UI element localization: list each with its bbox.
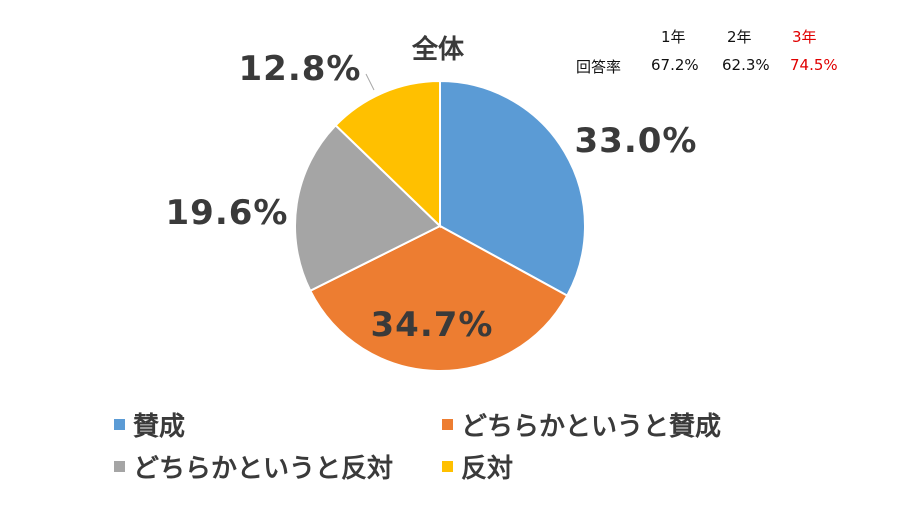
year-2-name: 2年	[727, 28, 752, 46]
slice-dochiraka-sansei	[308, 224, 569, 372]
year-2-rate: 62.3%	[722, 56, 770, 74]
year-3-name: 3年	[792, 28, 817, 46]
label-hantai: 12.8%	[239, 49, 362, 89]
legend-swatch	[114, 461, 125, 472]
legend-swatch	[442, 461, 453, 472]
slice-hantai	[334, 79, 441, 229]
legend-label: 反対	[461, 454, 514, 484]
year-1-name: 1年	[661, 28, 686, 46]
legend-label: どちらかというと反対	[133, 454, 394, 484]
legend-label: どちらかというと賛成	[461, 412, 722, 442]
chart-title: 全体	[411, 34, 465, 65]
slice-sansei	[439, 79, 586, 297]
slice-dochiraka-hantai	[294, 123, 442, 293]
legend-item-dochiraka-hantai: どちらかというと反対	[114, 448, 393, 485]
legend-item-sansei: 賛成	[114, 406, 185, 443]
legend-swatch	[442, 419, 453, 430]
year-3-rate: 74.5%	[790, 56, 838, 74]
year-1-rate: 67.2%	[651, 56, 699, 74]
legend-item-dochiraka-sansei: どちらかというと賛成	[442, 406, 721, 443]
label-sansei: 33.0%	[575, 121, 698, 161]
legend-label: 賛成	[133, 412, 186, 442]
legend-swatch	[114, 419, 125, 430]
leader-line	[365, 73, 375, 91]
label-dochiraka-sansei: 34.7%	[371, 305, 494, 345]
legend-item-hantai: 反対	[442, 448, 513, 485]
label-dochiraka-hantai: 19.6%	[166, 193, 289, 233]
response-rate-label: 回答率	[576, 58, 622, 76]
